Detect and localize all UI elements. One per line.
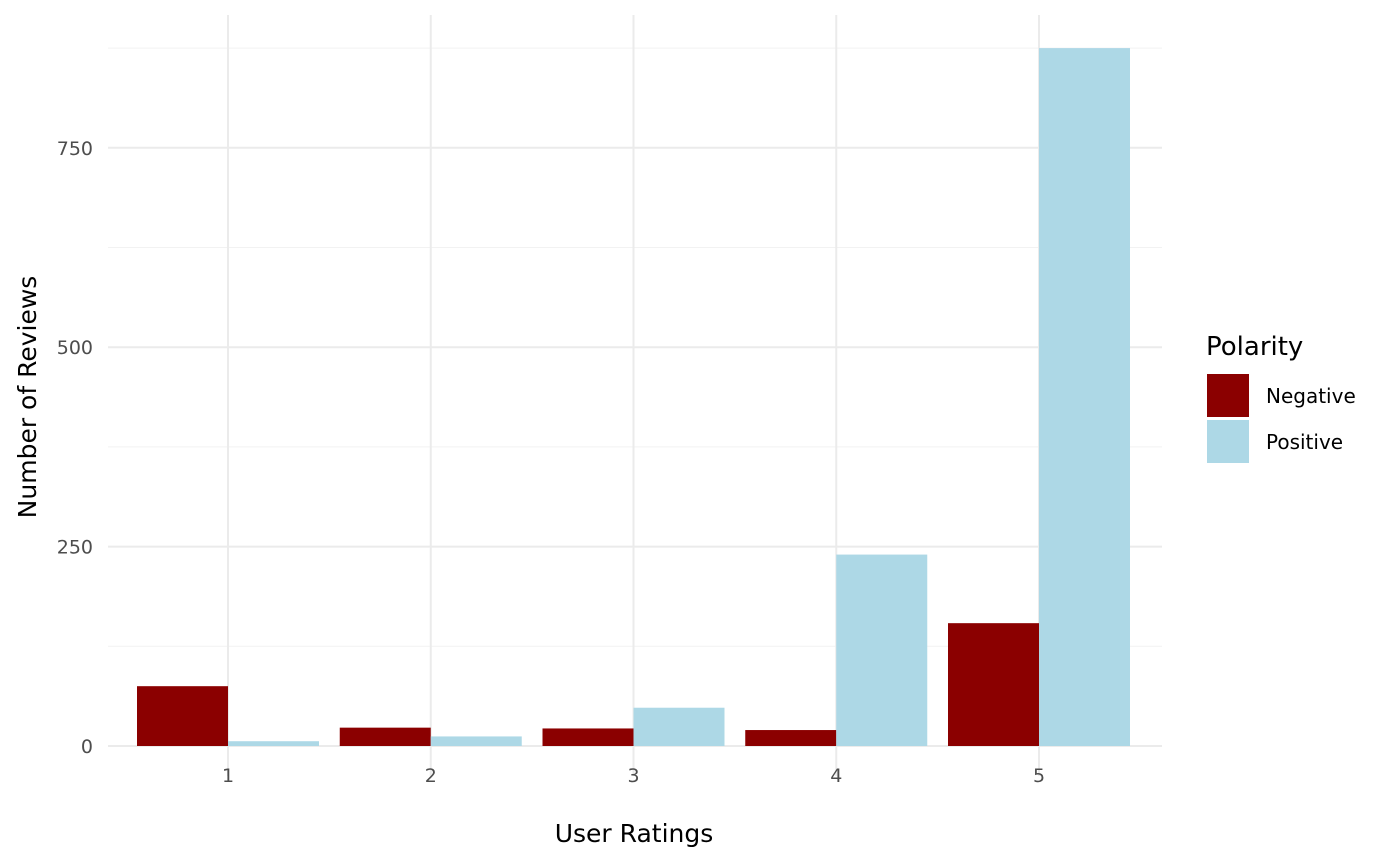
x-tick-label: 4 [830, 765, 842, 787]
y-tick-label: 750 [57, 138, 93, 160]
bar-negative-1 [137, 686, 228, 746]
legend: Polarity Negative Positive [1206, 332, 1356, 463]
x-tick-label: 5 [1033, 765, 1045, 787]
x-tick-label: 3 [627, 765, 639, 787]
bars [137, 48, 1130, 747]
legend-label: Positive [1266, 430, 1343, 454]
bar-positive-3 [633, 707, 725, 746]
legend-item-negative: Negative [1207, 374, 1356, 417]
y-tick-label: 250 [57, 537, 93, 559]
bar-positive-1 [228, 741, 319, 746]
bar-negative-3 [542, 728, 634, 746]
legend-item-positive: Positive [1207, 420, 1343, 463]
legend-swatch [1207, 374, 1249, 417]
x-axis-title: User Ratings [555, 819, 714, 848]
legend-swatch [1207, 420, 1249, 463]
bar-positive-2 [430, 736, 522, 746]
y-tick-label: 500 [57, 337, 93, 359]
y-axis-title: Number of Reviews [13, 276, 42, 519]
bar-negative-4 [745, 730, 837, 746]
bar-positive-5 [1039, 48, 1130, 747]
bar-negative-2 [339, 727, 431, 746]
legend-title: Polarity [1206, 332, 1303, 362]
x-tick-label: 1 [222, 765, 234, 787]
tick-labels: 0 250 500 750 1 2 3 4 5 [57, 138, 1045, 787]
x-tick-label: 2 [425, 765, 437, 787]
y-tick-label: 0 [81, 736, 93, 758]
bar-positive-4 [836, 554, 928, 746]
legend-label: Negative [1266, 384, 1356, 408]
bar-negative-5 [948, 623, 1039, 746]
